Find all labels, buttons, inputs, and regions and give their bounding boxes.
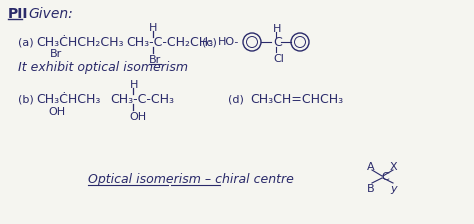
Text: A: A bbox=[367, 162, 374, 172]
Text: CH₃ĊHCH₂CH₃: CH₃ĊHCH₂CH₃ bbox=[36, 35, 124, 49]
Text: OH: OH bbox=[48, 107, 65, 117]
Text: CH₃ĊHCH₃: CH₃ĊHCH₃ bbox=[36, 93, 100, 106]
Text: (c): (c) bbox=[202, 37, 217, 47]
Text: Given:: Given: bbox=[28, 7, 73, 21]
Text: (d): (d) bbox=[228, 94, 244, 104]
Text: It exhibit optical isomerism: It exhibit optical isomerism bbox=[18, 60, 188, 73]
Text: HO-: HO- bbox=[218, 37, 239, 47]
Text: C: C bbox=[273, 35, 282, 49]
Text: OH: OH bbox=[129, 112, 146, 122]
Text: CH₃CH=CHCH₃: CH₃CH=CHCH₃ bbox=[250, 93, 343, 106]
Text: B: B bbox=[367, 184, 374, 194]
Text: C: C bbox=[381, 172, 389, 182]
Text: X: X bbox=[390, 162, 398, 172]
Text: (a): (a) bbox=[18, 37, 34, 47]
Text: Br: Br bbox=[149, 55, 161, 65]
Text: PII: PII bbox=[8, 7, 28, 21]
Text: H: H bbox=[130, 80, 138, 90]
Text: Optical isomerism – chiral centre: Optical isomerism – chiral centre bbox=[88, 172, 294, 185]
Text: Br: Br bbox=[50, 49, 62, 59]
Text: CH₃-C-CH₃: CH₃-C-CH₃ bbox=[110, 93, 174, 106]
Text: Cl: Cl bbox=[273, 54, 284, 64]
Text: CH₃-C-CH₂CH₃: CH₃-C-CH₂CH₃ bbox=[126, 35, 213, 49]
Text: H: H bbox=[273, 24, 282, 34]
Text: y: y bbox=[390, 184, 397, 194]
Text: (b): (b) bbox=[18, 94, 34, 104]
Text: H: H bbox=[149, 23, 157, 33]
